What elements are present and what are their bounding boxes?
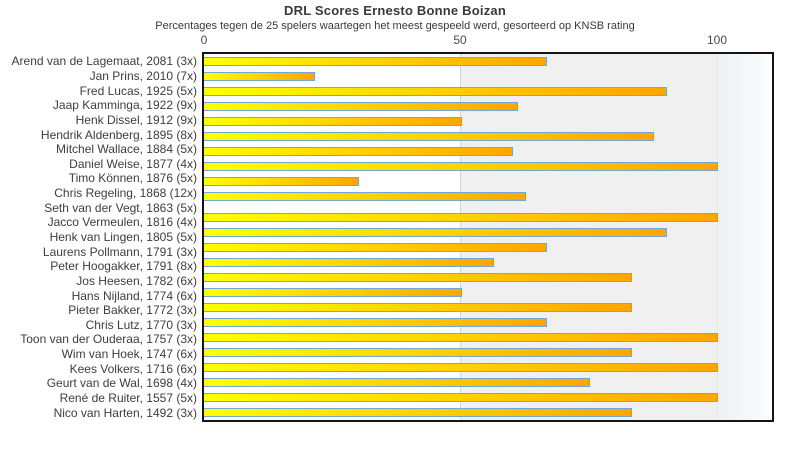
row-label: Kees Volkers, 1716 (6x) [69,361,197,376]
bar [204,213,718,222]
bar-row [204,99,772,114]
bar [204,117,462,126]
row-label: Peter Hoogakker, 1791 (8x) [50,259,197,274]
bar [204,273,633,282]
bar-row [204,345,772,360]
gridline-100 [717,54,718,420]
row-label: Timo Können, 1876 (5x) [68,171,197,186]
row-label: Mitchel Wallace, 1884 (5x) [56,142,197,157]
row-label: Chris Regeling, 1868 (12x) [54,186,197,201]
category-label-column: Arend van de Lagemaat, 2081 (3x) Jan Prin… [0,54,197,420]
bar [204,378,590,387]
bar [204,192,526,201]
x-axis-tick-50: 50 [453,33,467,47]
row-label: Henk Dissel, 1912 (9x) [75,112,197,127]
bar [204,147,513,156]
bar-rows [204,54,772,420]
bar-row [204,375,772,390]
bar-row [204,240,772,255]
bar-row [204,174,772,189]
gridline-50 [460,54,461,420]
row-label: Geurt van de Wal, 1698 (4x) [46,376,197,391]
band-beyond-100 [717,54,772,420]
row-label: Daniel Weise, 1877 (4x) [69,156,197,171]
bar-row [204,129,772,144]
row-label: René de Ruiter, 1557 (5x) [59,391,197,406]
bar [204,102,519,111]
bar-row [204,360,772,375]
row-label: Henk van Lingen, 1805 (5x) [49,230,197,244]
row-label: Fred Lucas, 1925 (5x) [79,83,197,98]
bar [204,162,718,171]
bar-row [204,114,772,129]
row-label: Hendrik Aldenberg, 1895 (8x) [40,127,197,142]
x-axis-tick-100: 100 [706,33,728,47]
bar [204,393,718,402]
x-axis-tick-0: 0 [200,33,208,47]
bar [204,333,718,342]
bar-row [204,330,772,345]
bar [204,228,667,237]
row-label: Seth van der Vegt, 1863 (5x) [44,200,197,215]
row-label: Arend van de Lagemaat, 2081 (3x) [11,54,197,69]
row-label: Toon van der Ouderaa, 1757 (3x) [20,332,197,347]
bar-row [204,69,772,84]
bar-row [204,390,772,405]
bar-row [204,210,772,225]
row-label: Pieter Bakker, 1772 (3x) [68,303,197,318]
bar [204,72,315,81]
bar [204,87,667,96]
bar [204,57,548,66]
bar [204,303,633,312]
bar-row [204,405,772,420]
bar [204,408,633,417]
bar-row [204,255,772,270]
bar-row [204,189,772,204]
bar-row [204,270,772,285]
row-label: Jan Prins, 2010 (7x) [89,68,197,83]
bar-row [204,315,772,330]
row-label: Jos Heesen, 1782 (6x) [76,273,197,288]
bar-row [204,285,772,300]
bar-row [204,54,772,69]
row-label: Jaap Kamminga, 1922 (9x) [52,98,197,113]
row-label: Jacco Vermeulen, 1816 (4x) [47,215,197,230]
plot-area [202,52,774,422]
row-label: Nico van Harten, 1492 (3x) [53,405,197,420]
bar [204,132,654,141]
row-label: Wim van Hoek, 1747 (6x) [61,347,197,362]
bar-row [204,84,772,99]
bar [204,318,548,327]
chart-subtitle: Percentages tegen de 25 spelers waartege… [155,20,635,32]
bar-row [204,144,772,159]
row-label: Laurens Pollmann, 1791 (3x) [42,244,197,259]
bar [204,177,359,186]
bar [204,363,718,372]
bar [204,288,462,297]
band-50-100 [460,54,717,420]
bar [204,258,494,267]
bar-row [204,300,772,315]
row-label: Hans Nijland, 1774 (6x) [71,288,197,303]
bar [204,348,633,357]
row-label: Chris Lutz, 1770 (3x) [85,317,197,332]
chart-title: DRL Scores Ernesto Bonne Boizan [284,3,506,18]
bar-row [204,225,772,240]
bar-row [204,159,772,174]
bar [204,243,548,252]
